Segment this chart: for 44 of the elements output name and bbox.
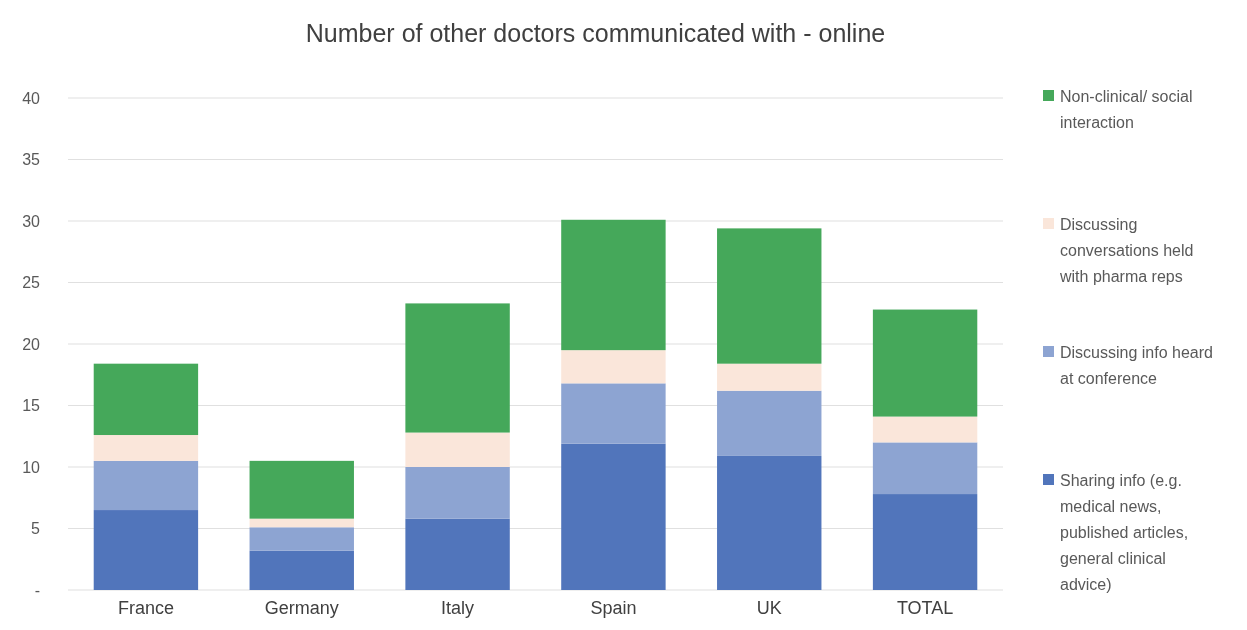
bar bbox=[93, 460, 199, 511]
bar bbox=[405, 303, 510, 433]
bar bbox=[717, 390, 822, 456]
y-tick-label: 10 bbox=[22, 458, 41, 476]
bar bbox=[717, 363, 822, 391]
y-tick-label: - bbox=[34, 581, 40, 599]
bar bbox=[561, 383, 666, 444]
y-tick-label: 15 bbox=[22, 397, 41, 415]
x-tick-label: TOTAL bbox=[896, 598, 954, 618]
x-tick-label: France bbox=[117, 598, 174, 618]
bar bbox=[249, 460, 354, 519]
bar bbox=[249, 550, 354, 590]
bar bbox=[872, 309, 978, 417]
bar bbox=[405, 467, 510, 519]
bar bbox=[717, 455, 822, 590]
bar bbox=[93, 435, 199, 461]
x-tick-label: Spain bbox=[590, 598, 637, 618]
bar bbox=[872, 416, 978, 443]
bar bbox=[561, 350, 666, 384]
legend-label: Sharing info (e.g. medical news, published articles, general clinical advice) bbox=[1060, 471, 1189, 593]
chart-title: Number of other doctors communicated with - online bbox=[305, 19, 886, 47]
legend-label: Non-clinical/ social interaction bbox=[1060, 87, 1193, 131]
y-tick-label: 30 bbox=[22, 212, 41, 230]
y-tick-label: 35 bbox=[22, 151, 41, 169]
bar bbox=[561, 443, 666, 590]
x-tick-label: Germany bbox=[264, 598, 339, 618]
bar bbox=[717, 228, 822, 364]
y-tick-label: 25 bbox=[22, 274, 41, 292]
y-tick-label: 5 bbox=[31, 520, 41, 538]
x-tick-label: Italy bbox=[441, 598, 475, 618]
x-tick-label: UK bbox=[756, 598, 782, 618]
bar bbox=[405, 518, 510, 590]
y-tick-label: 40 bbox=[22, 89, 41, 107]
legend-label: Discussing info heard at conference bbox=[1060, 343, 1213, 387]
legend-label: Discussing conversations held with pharma reps bbox=[1059, 215, 1194, 285]
bar bbox=[93, 363, 199, 436]
bar bbox=[561, 219, 666, 351]
y-tick-label: 20 bbox=[22, 335, 41, 353]
bar bbox=[249, 527, 354, 551]
bar bbox=[872, 442, 978, 495]
bar bbox=[405, 432, 510, 467]
bar bbox=[249, 518, 354, 528]
bar bbox=[872, 494, 978, 590]
bar bbox=[93, 510, 199, 590]
